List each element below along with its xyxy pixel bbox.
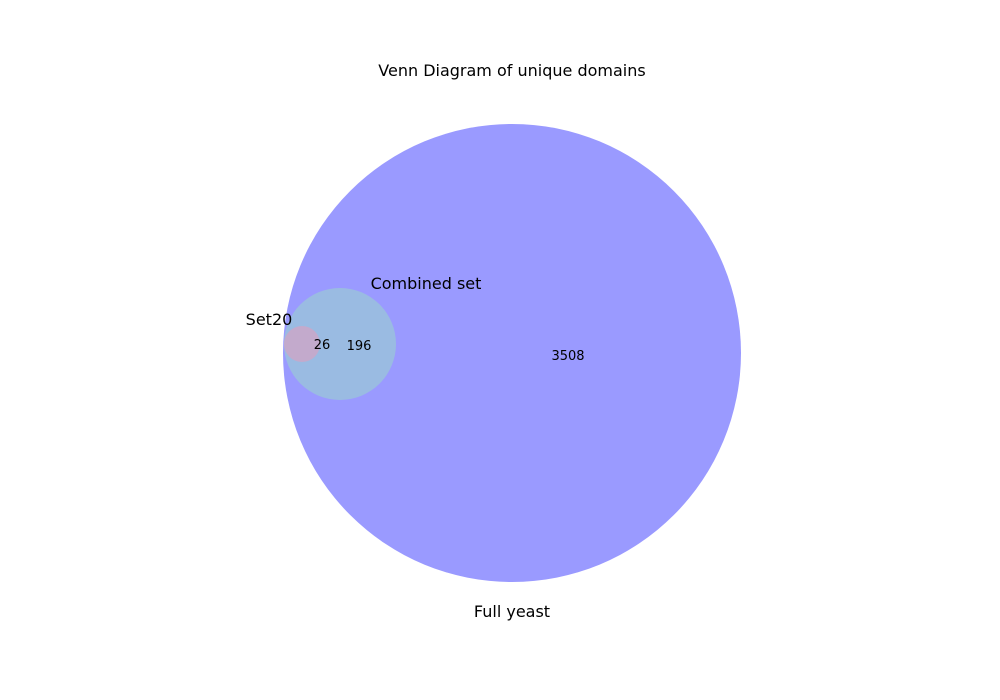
full-yeast-circle [283, 124, 741, 582]
full-yeast-label: Full yeast [474, 602, 550, 621]
combined-set-label: Combined set [371, 274, 482, 293]
combined-set-circle [284, 288, 396, 400]
diagram-title: Venn Diagram of unique domains [378, 61, 645, 80]
set20-count: 26 [314, 338, 331, 353]
combined-set-only-count: 196 [347, 339, 372, 354]
full-yeast-only-count: 3508 [551, 349, 584, 364]
set20-circle [284, 326, 320, 362]
set20-label: Set20 [246, 310, 293, 329]
